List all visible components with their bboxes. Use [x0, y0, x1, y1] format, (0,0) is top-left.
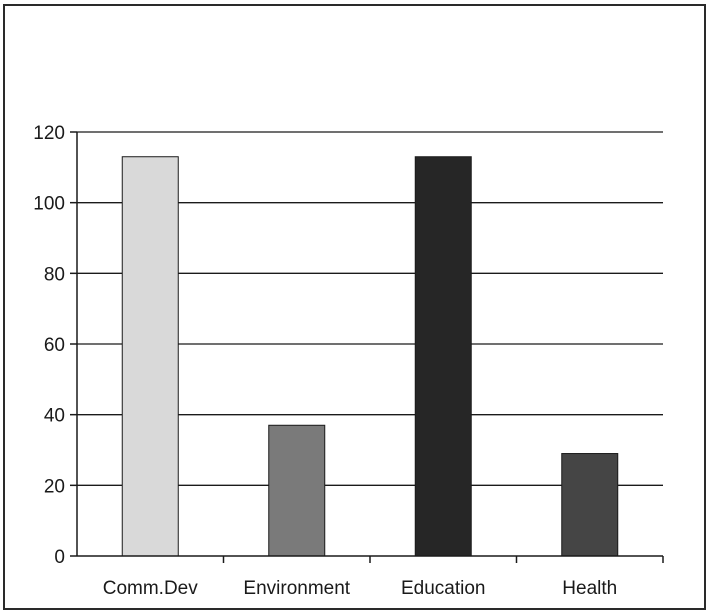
bar-chart: 0 20 40 60 80 100 120 Comm.Dev Environment Educa…: [5, 6, 708, 612]
bar-education: [415, 157, 471, 556]
x-category-label: Comm.Dev: [103, 578, 199, 599]
x-category-labels: Comm.Dev Environment Education Health: [103, 578, 617, 599]
bars: [122, 157, 618, 556]
bar-health: [562, 454, 618, 556]
y-tick-label: 40: [44, 406, 65, 427]
x-category-label: Health: [562, 578, 617, 599]
x-category-label: Environment: [243, 578, 350, 599]
bar-comm-dev: [122, 157, 178, 556]
bar-environment: [269, 425, 325, 556]
y-tick-label: 60: [44, 335, 65, 356]
y-tick-label: 100: [33, 194, 65, 215]
y-tick-label: 120: [33, 123, 65, 144]
chart-frame: 0 20 40 60 80 100 120 Comm.Dev Environment Educa…: [3, 4, 706, 610]
x-category-label: Education: [401, 578, 486, 599]
y-tick-label: 20: [44, 476, 65, 497]
y-tick-label: 0: [54, 547, 65, 568]
y-tick-labels: 0 20 40 60 80 100 120: [33, 123, 65, 568]
y-tick-label: 80: [44, 264, 65, 285]
